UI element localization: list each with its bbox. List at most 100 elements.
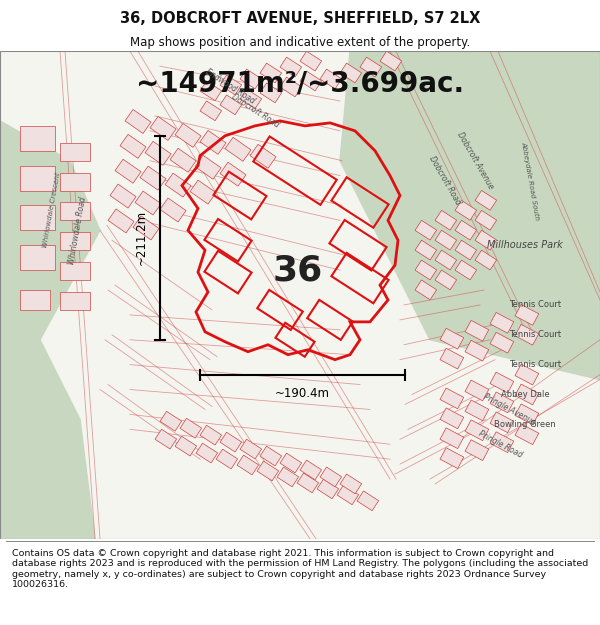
Bar (200, 81, 221, 101)
Text: ~190.4m: ~190.4m (275, 386, 330, 399)
Bar (300, 51, 322, 71)
Text: Pringle Avenue: Pringle Avenue (482, 392, 538, 427)
Bar (415, 221, 437, 240)
Text: Map shows position and indicative extent of the property.: Map shows position and indicative extent… (130, 36, 470, 49)
Bar (110, 184, 136, 208)
Polygon shape (0, 280, 95, 539)
Bar (515, 304, 539, 325)
Bar (125, 109, 151, 134)
Bar (490, 432, 514, 452)
Bar (490, 392, 514, 412)
Bar (150, 116, 176, 141)
Bar (415, 260, 437, 280)
Bar (260, 83, 281, 102)
Polygon shape (0, 121, 100, 340)
Bar (277, 467, 299, 487)
Bar (60, 232, 90, 250)
Bar (20, 126, 55, 151)
Bar (170, 148, 196, 173)
Bar (133, 216, 159, 240)
Text: Tennis Court: Tennis Court (509, 360, 561, 369)
Bar (440, 428, 464, 449)
Bar (200, 101, 221, 121)
Bar (115, 159, 141, 183)
Bar (455, 221, 476, 240)
Bar (220, 432, 242, 452)
Bar (440, 348, 464, 369)
Bar (200, 131, 226, 154)
Bar (440, 408, 464, 429)
Bar (490, 312, 514, 333)
Bar (360, 57, 382, 77)
Bar (490, 372, 514, 393)
Bar (260, 446, 281, 466)
Bar (216, 449, 238, 469)
Bar (337, 485, 359, 505)
Bar (300, 71, 322, 91)
Bar (190, 180, 216, 204)
Text: Abbeydale Road South: Abbeydale Road South (520, 141, 540, 221)
Bar (340, 474, 362, 494)
Text: Tennis Court: Tennis Court (509, 301, 561, 309)
Bar (180, 418, 202, 438)
Text: Contains OS data © Crown copyright and database right 2021. This information is : Contains OS data © Crown copyright and d… (12, 549, 588, 589)
Text: Dobcroft Road: Dobcroft Road (230, 92, 280, 129)
Text: Tennis Court: Tennis Court (509, 330, 561, 339)
Bar (175, 123, 201, 148)
Polygon shape (340, 51, 600, 379)
Bar (340, 63, 362, 83)
Text: Dobcroft Road: Dobcroft Road (427, 154, 463, 206)
Bar (465, 321, 489, 341)
Bar (435, 250, 457, 270)
Bar (415, 240, 437, 260)
Bar (490, 412, 514, 432)
Bar (280, 453, 302, 473)
Bar (20, 245, 55, 270)
Bar (455, 240, 476, 260)
Bar (225, 138, 251, 161)
Bar (465, 400, 489, 421)
Bar (220, 95, 242, 115)
Text: Whirlowdale Road: Whirlowdale Road (68, 196, 88, 265)
Bar (60, 173, 90, 191)
Bar (220, 75, 242, 95)
Bar (440, 448, 464, 469)
Bar (257, 461, 278, 481)
Bar (435, 230, 457, 250)
Bar (465, 380, 489, 401)
Bar (515, 364, 539, 385)
Bar (440, 328, 464, 349)
Bar (60, 202, 90, 221)
Text: Millhouses Park: Millhouses Park (487, 240, 563, 250)
Text: 36, DOBCROFT AVENUE, SHEFFIELD, S7 2LX: 36, DOBCROFT AVENUE, SHEFFIELD, S7 2LX (120, 11, 480, 26)
Bar (475, 230, 497, 250)
Bar (220, 162, 246, 186)
Bar (196, 443, 218, 463)
Bar (250, 144, 276, 168)
Bar (380, 51, 401, 71)
Bar (490, 332, 514, 353)
Bar (195, 155, 221, 179)
Bar (465, 420, 489, 441)
Bar (297, 473, 319, 492)
Text: ~211.2m: ~211.2m (135, 210, 148, 266)
Bar (440, 388, 464, 409)
Bar (20, 206, 55, 231)
Bar (240, 69, 262, 89)
Bar (515, 384, 539, 405)
Bar (200, 425, 221, 445)
Bar (320, 69, 341, 89)
Bar (140, 166, 166, 190)
Bar (455, 260, 476, 280)
Bar (60, 292, 90, 310)
Bar (435, 270, 457, 290)
Bar (475, 211, 497, 230)
Bar (260, 63, 281, 83)
Bar (465, 340, 489, 361)
Bar (240, 89, 262, 109)
Bar (317, 479, 338, 499)
Bar (515, 424, 539, 444)
Bar (280, 57, 302, 77)
Bar (60, 142, 90, 161)
Bar (475, 250, 497, 270)
